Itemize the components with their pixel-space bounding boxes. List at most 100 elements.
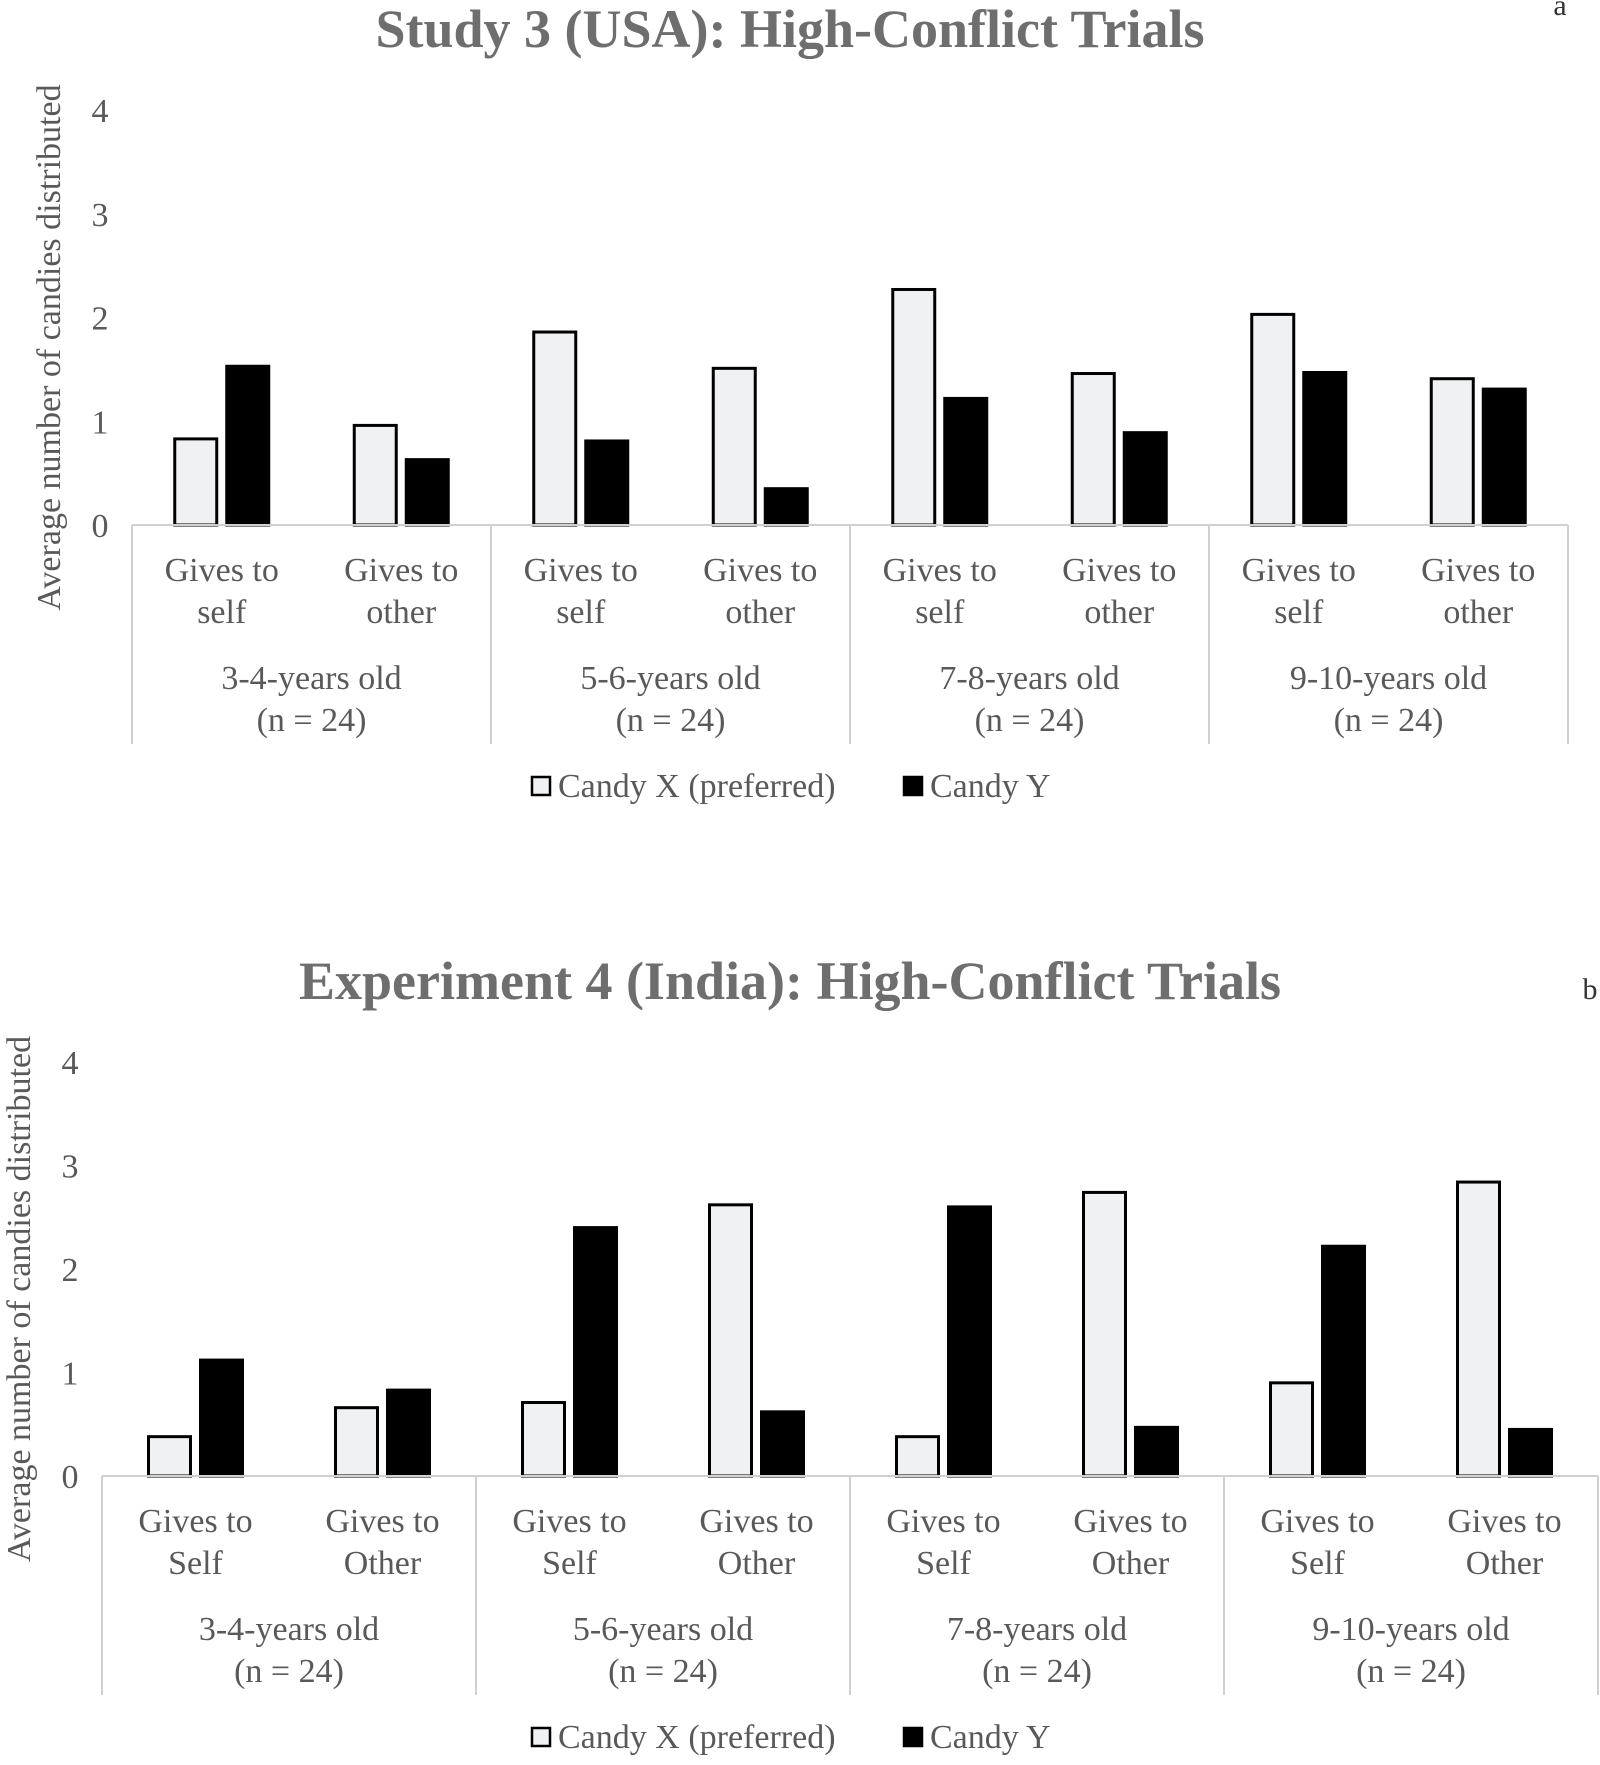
x-group-label: 3-4-years old	[199, 1611, 379, 1648]
legend-label: Candy Y	[930, 1719, 1051, 1756]
x-group-label: (n = 24)	[608, 1653, 718, 1690]
x-category-label: Self	[1290, 1545, 1345, 1582]
y-tick-label: 4	[92, 93, 109, 130]
legend-swatch	[530, 1726, 552, 1748]
bar	[1456, 1180, 1501, 1478]
x-category-label: Gives to	[886, 1503, 1000, 1540]
bar	[1508, 1427, 1553, 1478]
y-axis-label: Average number of candies distributed	[1, 1036, 38, 1562]
bar	[532, 330, 578, 527]
chart-title: Study 3 (USA): High-Conflict Trials	[375, 0, 1204, 59]
x-category-label: self	[1274, 594, 1324, 631]
x-category-label: Gives to	[138, 1503, 252, 1540]
bar	[1429, 377, 1475, 527]
x-group-label: (n = 24)	[257, 702, 367, 739]
x-category-label: Gives to	[165, 552, 279, 589]
chart-panel-b: Experiment 4 (India): High-Conflict Tria…	[1, 951, 1599, 1756]
x-category-label: self	[556, 594, 606, 631]
legend: Candy X (preferred) Candy Y	[530, 768, 1051, 805]
x-category-label: Self	[542, 1545, 597, 1582]
x-category-label: Gives to	[1242, 552, 1356, 589]
bar	[895, 1435, 940, 1478]
y-tick-label: 3	[92, 197, 109, 234]
x-category-label: Gives to	[1421, 552, 1535, 589]
x-group-label: 3-4-years old	[221, 660, 401, 697]
x-group-label: 9-10-years old	[1290, 660, 1487, 697]
x-category-label: Gives to	[1260, 1503, 1374, 1540]
bar	[1250, 312, 1296, 527]
x-group-label: (n = 24)	[234, 1653, 344, 1690]
x-category-label: Gives to	[512, 1503, 626, 1540]
bar	[943, 396, 989, 527]
x-category-label: Other	[718, 1545, 796, 1582]
y-tick-label: 4	[62, 1045, 79, 1082]
y-tick-label: 1	[92, 404, 109, 441]
bar	[147, 1435, 192, 1478]
x-category-label: Self	[916, 1545, 971, 1582]
x-category-label: Gives to	[344, 552, 458, 589]
bar	[225, 364, 271, 527]
x-category-label: Gives to	[703, 552, 817, 589]
x-category-label: Gives to	[1062, 552, 1176, 589]
y-tick-label: 0	[92, 508, 109, 545]
x-group-label: (n = 24)	[1334, 702, 1444, 739]
bar	[573, 1226, 618, 1478]
legend-swatch	[902, 775, 924, 797]
bar	[173, 437, 219, 527]
x-category-label: other	[366, 594, 437, 631]
bar	[947, 1205, 992, 1478]
x-group-label: 5-6-years old	[573, 1611, 753, 1648]
bar	[760, 1410, 805, 1478]
panel-letter: b	[1583, 973, 1598, 1006]
bar	[1122, 431, 1168, 527]
x-group-label: (n = 24)	[616, 702, 726, 739]
bar	[711, 366, 757, 527]
legend-label: Candy X (preferred)	[558, 768, 836, 805]
x-category-label: Other	[1466, 1545, 1544, 1582]
chart-title: Experiment 4 (India): High-Conflict Tria…	[299, 951, 1281, 1011]
x-category-label: other	[1084, 594, 1155, 631]
bar	[1481, 387, 1527, 527]
x-category-label: Other	[1092, 1545, 1170, 1582]
x-category-label: Self	[168, 1545, 223, 1582]
legend-swatch	[902, 1726, 924, 1748]
x-group-label: (n = 24)	[975, 702, 1085, 739]
bar	[521, 1401, 566, 1478]
y-tick-label: 1	[62, 1356, 79, 1393]
bar	[1134, 1425, 1179, 1478]
bar	[1070, 372, 1116, 527]
legend-label: Candy Y	[930, 768, 1051, 805]
y-axis-label: Average number of candies distributed	[31, 84, 68, 610]
bar	[334, 1406, 379, 1478]
x-group-label: 5-6-years old	[580, 660, 760, 697]
x-category-label: Other	[344, 1545, 422, 1582]
bar	[386, 1388, 431, 1478]
x-group-label: (n = 24)	[1356, 1653, 1466, 1690]
chart-panel-a: Study 3 (USA): High-Conflict Trials a Aver…	[31, 0, 1569, 805]
x-group-label: 7-8-years old	[939, 660, 1119, 697]
bar	[404, 458, 450, 527]
x-category-label: Gives to	[325, 1503, 439, 1540]
x-category-label: Gives to	[699, 1503, 813, 1540]
y-tick-label: 0	[62, 1459, 79, 1496]
bar	[1269, 1381, 1314, 1478]
bar	[352, 423, 398, 527]
legend-swatch	[530, 775, 552, 797]
x-category-label: Gives to	[1447, 1503, 1561, 1540]
bar	[1321, 1244, 1366, 1478]
bar	[1082, 1190, 1127, 1478]
x-group-label: 7-8-years old	[947, 1611, 1127, 1648]
x-group-label: (n = 24)	[982, 1653, 1092, 1690]
x-category-label: Gives to	[883, 552, 997, 589]
bar	[1302, 370, 1348, 527]
bar	[584, 439, 630, 527]
bar	[763, 487, 809, 527]
y-tick-label: 2	[92, 301, 109, 338]
bar	[199, 1358, 244, 1478]
x-category-label: Gives to	[1073, 1503, 1187, 1540]
x-group-label: 9-10-years old	[1312, 1611, 1509, 1648]
x-category-label: other	[1443, 594, 1514, 631]
bar	[891, 287, 937, 527]
x-category-label: Gives to	[524, 552, 638, 589]
